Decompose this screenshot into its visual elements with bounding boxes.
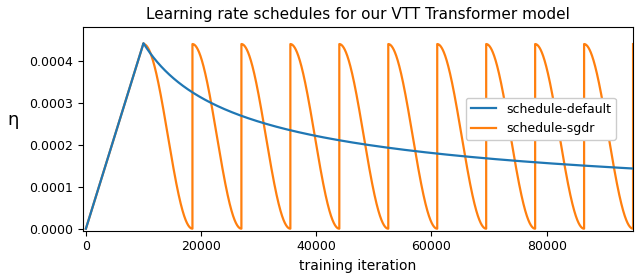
schedule-default	[629, 167, 637, 170]
schedule-sgdr	[205, 88, 212, 91]
schedule-default	[499, 158, 507, 162]
Legend: schedule-default, schedule-sgdr: schedule-default, schedule-sgdr	[466, 98, 616, 140]
schedule-sgdr	[392, 53, 399, 56]
schedule-sgdr	[180, 214, 188, 218]
Title: Learning rate schedules for our VTT Transformer model: Learning rate schedules for our VTT Tran…	[146, 7, 570, 22]
schedule-default	[140, 41, 147, 45]
schedule-sgdr	[217, 157, 225, 161]
schedule-sgdr	[244, 50, 252, 54]
Line: schedule-default: schedule-default	[86, 43, 633, 229]
Line: schedule-sgdr: schedule-sgdr	[86, 43, 633, 229]
schedule-sgdr	[189, 227, 196, 230]
schedule-default	[180, 85, 188, 88]
schedule-default	[82, 227, 90, 230]
schedule-default	[244, 116, 252, 120]
Y-axis label: η: η	[7, 111, 19, 129]
X-axis label: training iteration: training iteration	[300, 259, 417, 273]
schedule-default	[205, 100, 212, 103]
schedule-default	[392, 147, 399, 150]
schedule-sgdr	[140, 41, 147, 45]
schedule-sgdr	[82, 227, 90, 230]
schedule-sgdr	[499, 91, 507, 94]
schedule-sgdr	[629, 42, 637, 46]
schedule-default	[217, 106, 225, 109]
